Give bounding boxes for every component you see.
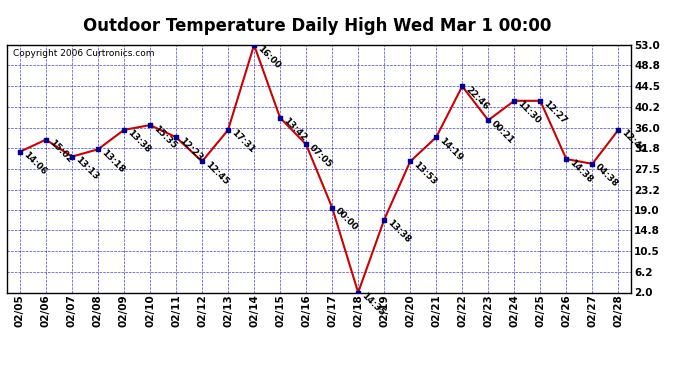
Point [457, 83, 468, 89]
Text: Copyright 2006 Curtronics.com: Copyright 2006 Curtronics.com [13, 49, 155, 58]
Text: 11:30: 11:30 [515, 99, 542, 126]
Text: 13:42: 13:42 [282, 116, 308, 143]
Text: 00:00: 00:00 [333, 206, 359, 232]
Point [14, 149, 26, 155]
Point [41, 136, 52, 142]
Point [326, 205, 337, 211]
Text: 12:23: 12:23 [177, 136, 204, 162]
Text: 13:53: 13:53 [411, 160, 438, 187]
Point [483, 117, 494, 123]
Point [535, 98, 546, 104]
Point [92, 146, 104, 152]
Text: 14:19: 14:19 [437, 136, 464, 163]
Text: 13:13: 13:13 [73, 155, 100, 182]
Point [66, 154, 77, 160]
Point [275, 115, 286, 121]
Point [119, 127, 130, 133]
Text: 04:38: 04:38 [593, 162, 620, 189]
Point [197, 159, 208, 165]
Point [353, 290, 364, 296]
Text: 14:35: 14:35 [359, 291, 386, 318]
Point [144, 122, 155, 128]
Text: 16:00: 16:00 [255, 44, 282, 70]
Text: 14:06: 14:06 [21, 150, 48, 177]
Text: 13:38: 13:38 [386, 218, 412, 245]
Point [613, 127, 624, 133]
Text: 00:21: 00:21 [490, 119, 516, 145]
Point [170, 134, 181, 140]
Text: 12:27: 12:27 [542, 99, 569, 126]
Point [509, 98, 520, 104]
Point [586, 161, 598, 167]
Text: 15:35: 15:35 [151, 124, 178, 150]
Text: 12:40: 12:40 [620, 129, 647, 155]
Point [561, 156, 572, 162]
Point [379, 217, 390, 223]
Text: 14:38: 14:38 [568, 158, 594, 184]
Point [301, 141, 312, 147]
Text: 15:02: 15:02 [48, 138, 74, 165]
Point [404, 159, 415, 165]
Text: 22:46: 22:46 [464, 85, 491, 111]
Text: 17:31: 17:31 [230, 129, 256, 155]
Point [431, 134, 442, 140]
Point [248, 42, 259, 48]
Text: 13:18: 13:18 [99, 148, 126, 174]
Point [223, 127, 234, 133]
Text: Outdoor Temperature Daily High Wed Mar 1 00:00: Outdoor Temperature Daily High Wed Mar 1… [83, 17, 551, 35]
Text: 12:45: 12:45 [204, 160, 230, 187]
Text: 13:38: 13:38 [126, 129, 152, 155]
Text: 07:05: 07:05 [308, 143, 334, 170]
